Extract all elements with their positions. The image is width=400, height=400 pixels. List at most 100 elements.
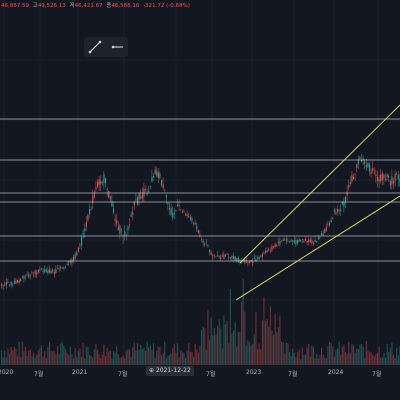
candle-body xyxy=(60,266,62,268)
volume-bar xyxy=(330,343,332,365)
candle-body xyxy=(164,189,166,191)
volume-bar xyxy=(383,353,385,365)
candle-body xyxy=(218,256,220,257)
candle-body xyxy=(354,174,356,176)
candle-body xyxy=(341,201,343,205)
volume-bar xyxy=(108,351,110,365)
candle-body xyxy=(33,274,35,276)
volume-bar xyxy=(329,341,331,365)
candle-body xyxy=(317,237,319,240)
volume-bar xyxy=(9,353,11,365)
crosshair-date: 2021-12-22 xyxy=(155,367,191,374)
horizontal-levels[interactable] xyxy=(0,118,400,262)
volume-bar xyxy=(362,346,364,365)
volume-bar xyxy=(354,352,356,365)
volume-bar xyxy=(305,354,307,365)
candle-body xyxy=(388,176,390,178)
candle-body xyxy=(58,268,60,270)
candle-body xyxy=(18,280,20,283)
volume-bar xyxy=(271,330,273,365)
channel-upper-trend-line[interactable] xyxy=(239,104,400,264)
volume-bar xyxy=(188,342,190,365)
candle-body xyxy=(42,271,44,272)
volume-bar xyxy=(141,349,143,365)
candle-body xyxy=(289,240,291,242)
volume-bar xyxy=(146,341,148,365)
volume-bar xyxy=(130,356,132,365)
volume-bar xyxy=(282,342,284,365)
volume-bar xyxy=(255,311,257,365)
volume-bar xyxy=(138,350,140,365)
volume-bar xyxy=(308,343,310,365)
candle-body xyxy=(309,240,311,243)
volume-bar xyxy=(173,344,175,365)
volume-bar xyxy=(295,357,297,365)
volume-bar xyxy=(217,326,219,365)
volume-bar xyxy=(119,357,121,365)
volume-bar xyxy=(279,315,281,365)
candle-body xyxy=(273,246,275,248)
volume-bar xyxy=(151,349,153,365)
candle-body xyxy=(4,285,6,287)
volume-bar xyxy=(253,334,255,365)
candle-body xyxy=(183,211,185,212)
volume-bar xyxy=(13,346,15,365)
volume-bar xyxy=(156,350,158,365)
volume-bar xyxy=(49,341,51,365)
candle-body xyxy=(180,209,182,211)
candle-body xyxy=(373,173,375,175)
trend-lines[interactable] xyxy=(235,104,400,301)
candle-body xyxy=(34,270,36,274)
volume-bar xyxy=(132,347,134,365)
candle-body xyxy=(82,233,84,235)
trend-line-tool-button[interactable] xyxy=(87,39,103,55)
candle-body xyxy=(55,268,57,273)
volume-bar xyxy=(189,351,191,365)
volume-bar xyxy=(370,352,372,365)
candle-body xyxy=(226,253,228,255)
candle-body xyxy=(177,204,179,207)
candle-body xyxy=(77,247,79,252)
candle-body xyxy=(178,204,180,206)
candle-body xyxy=(233,256,235,259)
candle-body xyxy=(36,272,38,275)
volume-bar xyxy=(239,332,241,365)
time-axis[interactable]: 2020 7월 2021 7월 7월 2023 7월 2024 7월 ⊕ 2021-12-22 xyxy=(0,365,400,400)
candle-body xyxy=(140,196,142,199)
channel-lower-trend-line[interactable] xyxy=(235,195,400,301)
candle-body xyxy=(119,225,121,234)
volume-bar xyxy=(297,352,299,365)
volume-bar xyxy=(85,346,87,365)
horizontal-ray-tool-button[interactable] xyxy=(109,39,125,55)
candle-body xyxy=(169,207,171,210)
candle-body xyxy=(375,174,377,177)
candle-body xyxy=(253,258,255,260)
candle-body xyxy=(265,250,267,253)
candle-body xyxy=(167,203,169,204)
high-value: 49,526.13 xyxy=(37,3,66,9)
candle-body xyxy=(386,174,388,178)
volume-bar xyxy=(183,353,185,365)
candle-body xyxy=(212,254,214,257)
volume-bar xyxy=(293,352,295,365)
time-tick-label: 2024 xyxy=(328,369,344,376)
volume-bar xyxy=(269,306,271,365)
candle-body xyxy=(29,275,31,277)
volume-bar xyxy=(178,357,180,365)
volume-bar xyxy=(285,342,287,365)
volume-bar xyxy=(84,358,86,365)
volume-bar xyxy=(345,352,347,365)
candle-body xyxy=(52,270,54,272)
volume-bar xyxy=(105,356,107,365)
candle-body xyxy=(153,175,155,178)
candle-body xyxy=(105,177,107,184)
candle-body xyxy=(237,257,239,263)
candle-body xyxy=(298,239,300,242)
candle-body xyxy=(61,268,63,269)
candle-body xyxy=(269,250,271,252)
volume-bar xyxy=(375,354,377,365)
volume-bar xyxy=(5,357,7,365)
candle-body xyxy=(201,239,203,241)
price-chart[interactable] xyxy=(0,0,400,365)
